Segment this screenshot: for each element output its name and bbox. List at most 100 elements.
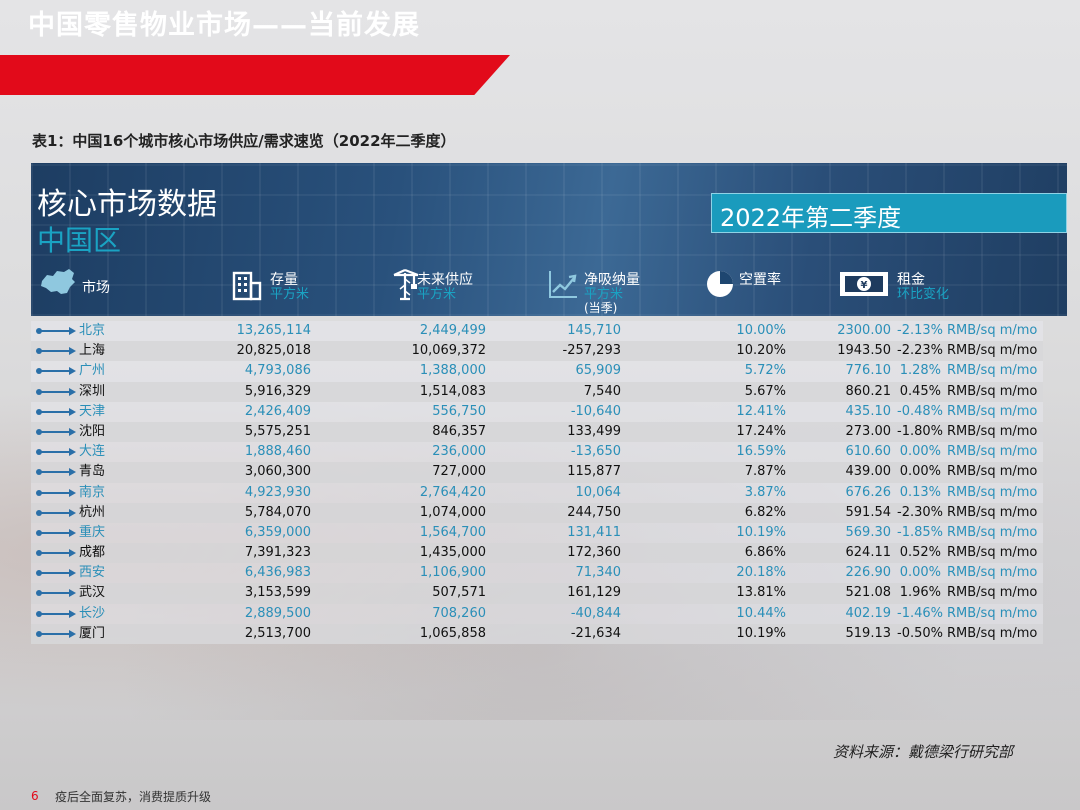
city-name: 天津 <box>79 403 106 419</box>
city-name: 北京 <box>79 323 106 338</box>
row-arrow-icon <box>36 448 76 457</box>
rent-change-value: -1.85% <box>897 524 943 540</box>
col-absorption-unit: 平方米 <box>584 287 624 302</box>
vacancy-value: 20.18% <box>736 565 786 581</box>
supply-value: 2,449,499 <box>419 323 486 338</box>
col-rent: 租金 环比变化 <box>897 269 949 301</box>
vacancy-value: 12.41% <box>736 403 786 419</box>
row-arrow-icon <box>36 528 76 537</box>
col-absorption-note: (当季) <box>584 301 618 315</box>
supply-value: 727,000 <box>432 464 486 480</box>
col-stock-label: 存量 <box>270 272 298 288</box>
rent-unit: RMB/sq m/mo <box>947 363 1038 379</box>
row-arrow-icon <box>36 508 76 517</box>
supply-value: 507,571 <box>432 585 486 601</box>
vacancy-value: 5.67% <box>744 383 786 399</box>
rent-change-value: -2.23% <box>897 343 943 359</box>
vacancy-value: 10.19% <box>736 524 786 540</box>
rent-value: 435.10 <box>845 403 892 419</box>
rent-value: 591.54 <box>845 504 892 520</box>
table-row: 重庆 6,359,000 1,564,700 131,411 10.19% 569.30-… <box>31 522 1043 544</box>
supply-value: 1,435,000 <box>419 545 486 561</box>
row-arrow-icon <box>36 549 76 558</box>
city-name: 武汉 <box>79 585 106 601</box>
city-name: 杭州 <box>79 504 106 520</box>
rent-unit: RMB/sq m/mo <box>947 545 1038 561</box>
supply-value: 2,764,420 <box>419 484 486 500</box>
city-name: 重庆 <box>79 524 106 540</box>
col-rent-label: 租金 <box>897 272 925 288</box>
row-arrow-icon <box>36 347 76 356</box>
period-label: 2022年第二季度 <box>720 204 902 232</box>
row-arrow-icon <box>36 427 76 436</box>
supply-value: 1,065,858 <box>419 625 486 641</box>
table-row: 沈阳 5,575,251 846,357 133,499 17.24% 273.00 -1.… <box>31 421 1043 443</box>
trend-chart-icon <box>549 271 577 298</box>
rent-change-value: 0.00% <box>899 444 941 460</box>
rent-value: 569.30 <box>845 524 892 540</box>
supply-value: 236,000 <box>432 444 486 460</box>
table-row: 成都 7,391,323 1,435,000 172,360 6.86% 624.11 0.… <box>31 543 1043 564</box>
city-name: 广州 <box>79 363 106 379</box>
col-stock: 存量 平方米 <box>270 269 309 301</box>
supply-value: 1,564,700 <box>419 524 486 540</box>
table-row: 大连 1,888,460 236,000 -13,650 16.59% 610.60 0.0… <box>31 442 1043 463</box>
stock-value: 5,916,329 <box>244 383 311 399</box>
city-name: 大连 <box>79 444 106 460</box>
rent-unit: RMB/sq m/mo <box>947 423 1038 439</box>
yen-banknote-icon: ¥ <box>840 272 888 296</box>
col-vacancy: 空置率 <box>739 269 781 289</box>
table-row: 长沙 2,889,500 708,260 -40,844 10.44% 402.19 -1.… <box>31 603 1043 624</box>
absorption-value: 65,909 <box>575 363 622 379</box>
supply-value: 1,106,900 <box>419 565 486 581</box>
vacancy-value: 16.59% <box>736 444 786 460</box>
vacancy-value: 17.24% <box>736 423 786 439</box>
absorption-value: -13,650 <box>570 444 621 460</box>
table-row: 北京 13,265,114 2,449,499 145,710 10.00% 2300.0… <box>31 321 1043 342</box>
market-table: 北京 13,265,114 2,449,499 145,710 10.00% 2300.0… <box>31 321 1043 644</box>
row-arrow-icon <box>36 468 76 477</box>
col-market-label: 市场 <box>82 280 110 296</box>
rent-unit: RMB/sq m/mo <box>947 464 1038 480</box>
city-name: 青岛 <box>79 464 106 480</box>
absorption-value: 10,064 <box>575 484 622 500</box>
col-rent-unit: 环比变化 <box>897 287 950 302</box>
absorption-value: 172,360 <box>567 545 621 561</box>
rent-value: 273.00 <box>845 423 892 439</box>
col-stock-unit: 平方米 <box>270 287 310 302</box>
row-arrow-icon <box>36 488 76 497</box>
absorption-value: -257,293 <box>562 343 621 359</box>
stock-value: 5,784,070 <box>244 504 311 520</box>
stock-value: 4,923,930 <box>244 484 311 500</box>
rent-value: 402.19 <box>845 605 892 621</box>
rent-unit: RMB/sq m/mo <box>947 625 1038 641</box>
rent-change-value: 0.00% <box>899 565 941 581</box>
vacancy-value: 10.44% <box>736 605 786 621</box>
source-note: 资料来源：戴德梁行研究部 <box>833 743 1014 761</box>
col-supply-label: 未来供应 <box>417 272 473 288</box>
rent-change-value: 0.52% <box>899 545 941 561</box>
table-row: 杭州 5,784,070 1,074,000 244,750 6.82% 591.54 -2… <box>31 502 1043 523</box>
supply-value: 1,074,000 <box>419 504 486 520</box>
col-market: 市场 <box>82 277 110 297</box>
stock-value: 13,265,114 <box>236 323 311 338</box>
row-arrow-icon <box>36 367 76 376</box>
supply-value: 1,388,000 <box>419 363 486 379</box>
table-row: 深圳 5,916,329 1,514,083 7,540 5.67% 860.21 0.45… <box>31 381 1043 402</box>
vacancy-value: 6.86% <box>744 545 786 561</box>
rent-change-value: 0.00% <box>899 464 941 480</box>
absorption-value: 133,499 <box>567 423 621 439</box>
supply-value: 846,357 <box>432 423 486 439</box>
rent-unit: RMB/sq m/mo <box>947 565 1038 581</box>
rent-change-value: -2.13% <box>897 323 943 338</box>
col-absorption: 净吸纳量 平方米 (当季) <box>584 269 640 315</box>
table-row: 上海 20,825,018 10,069,372 -257,293 10.20% 1943… <box>31 341 1043 362</box>
absorption-value: -21,634 <box>570 625 621 641</box>
vacancy-value: 10.19% <box>736 625 786 641</box>
table-row: 西安 6,436,983 1,106,900 71,340 20.18% 226.90 0.… <box>31 563 1043 584</box>
row-arrow-icon <box>36 629 76 638</box>
page-title: 中国零售物业市场——当前发展 <box>28 10 420 41</box>
rent-change-value: -2.30% <box>897 504 943 520</box>
absorption-value: 161,129 <box>567 585 621 601</box>
stock-value: 2,889,500 <box>244 605 311 621</box>
